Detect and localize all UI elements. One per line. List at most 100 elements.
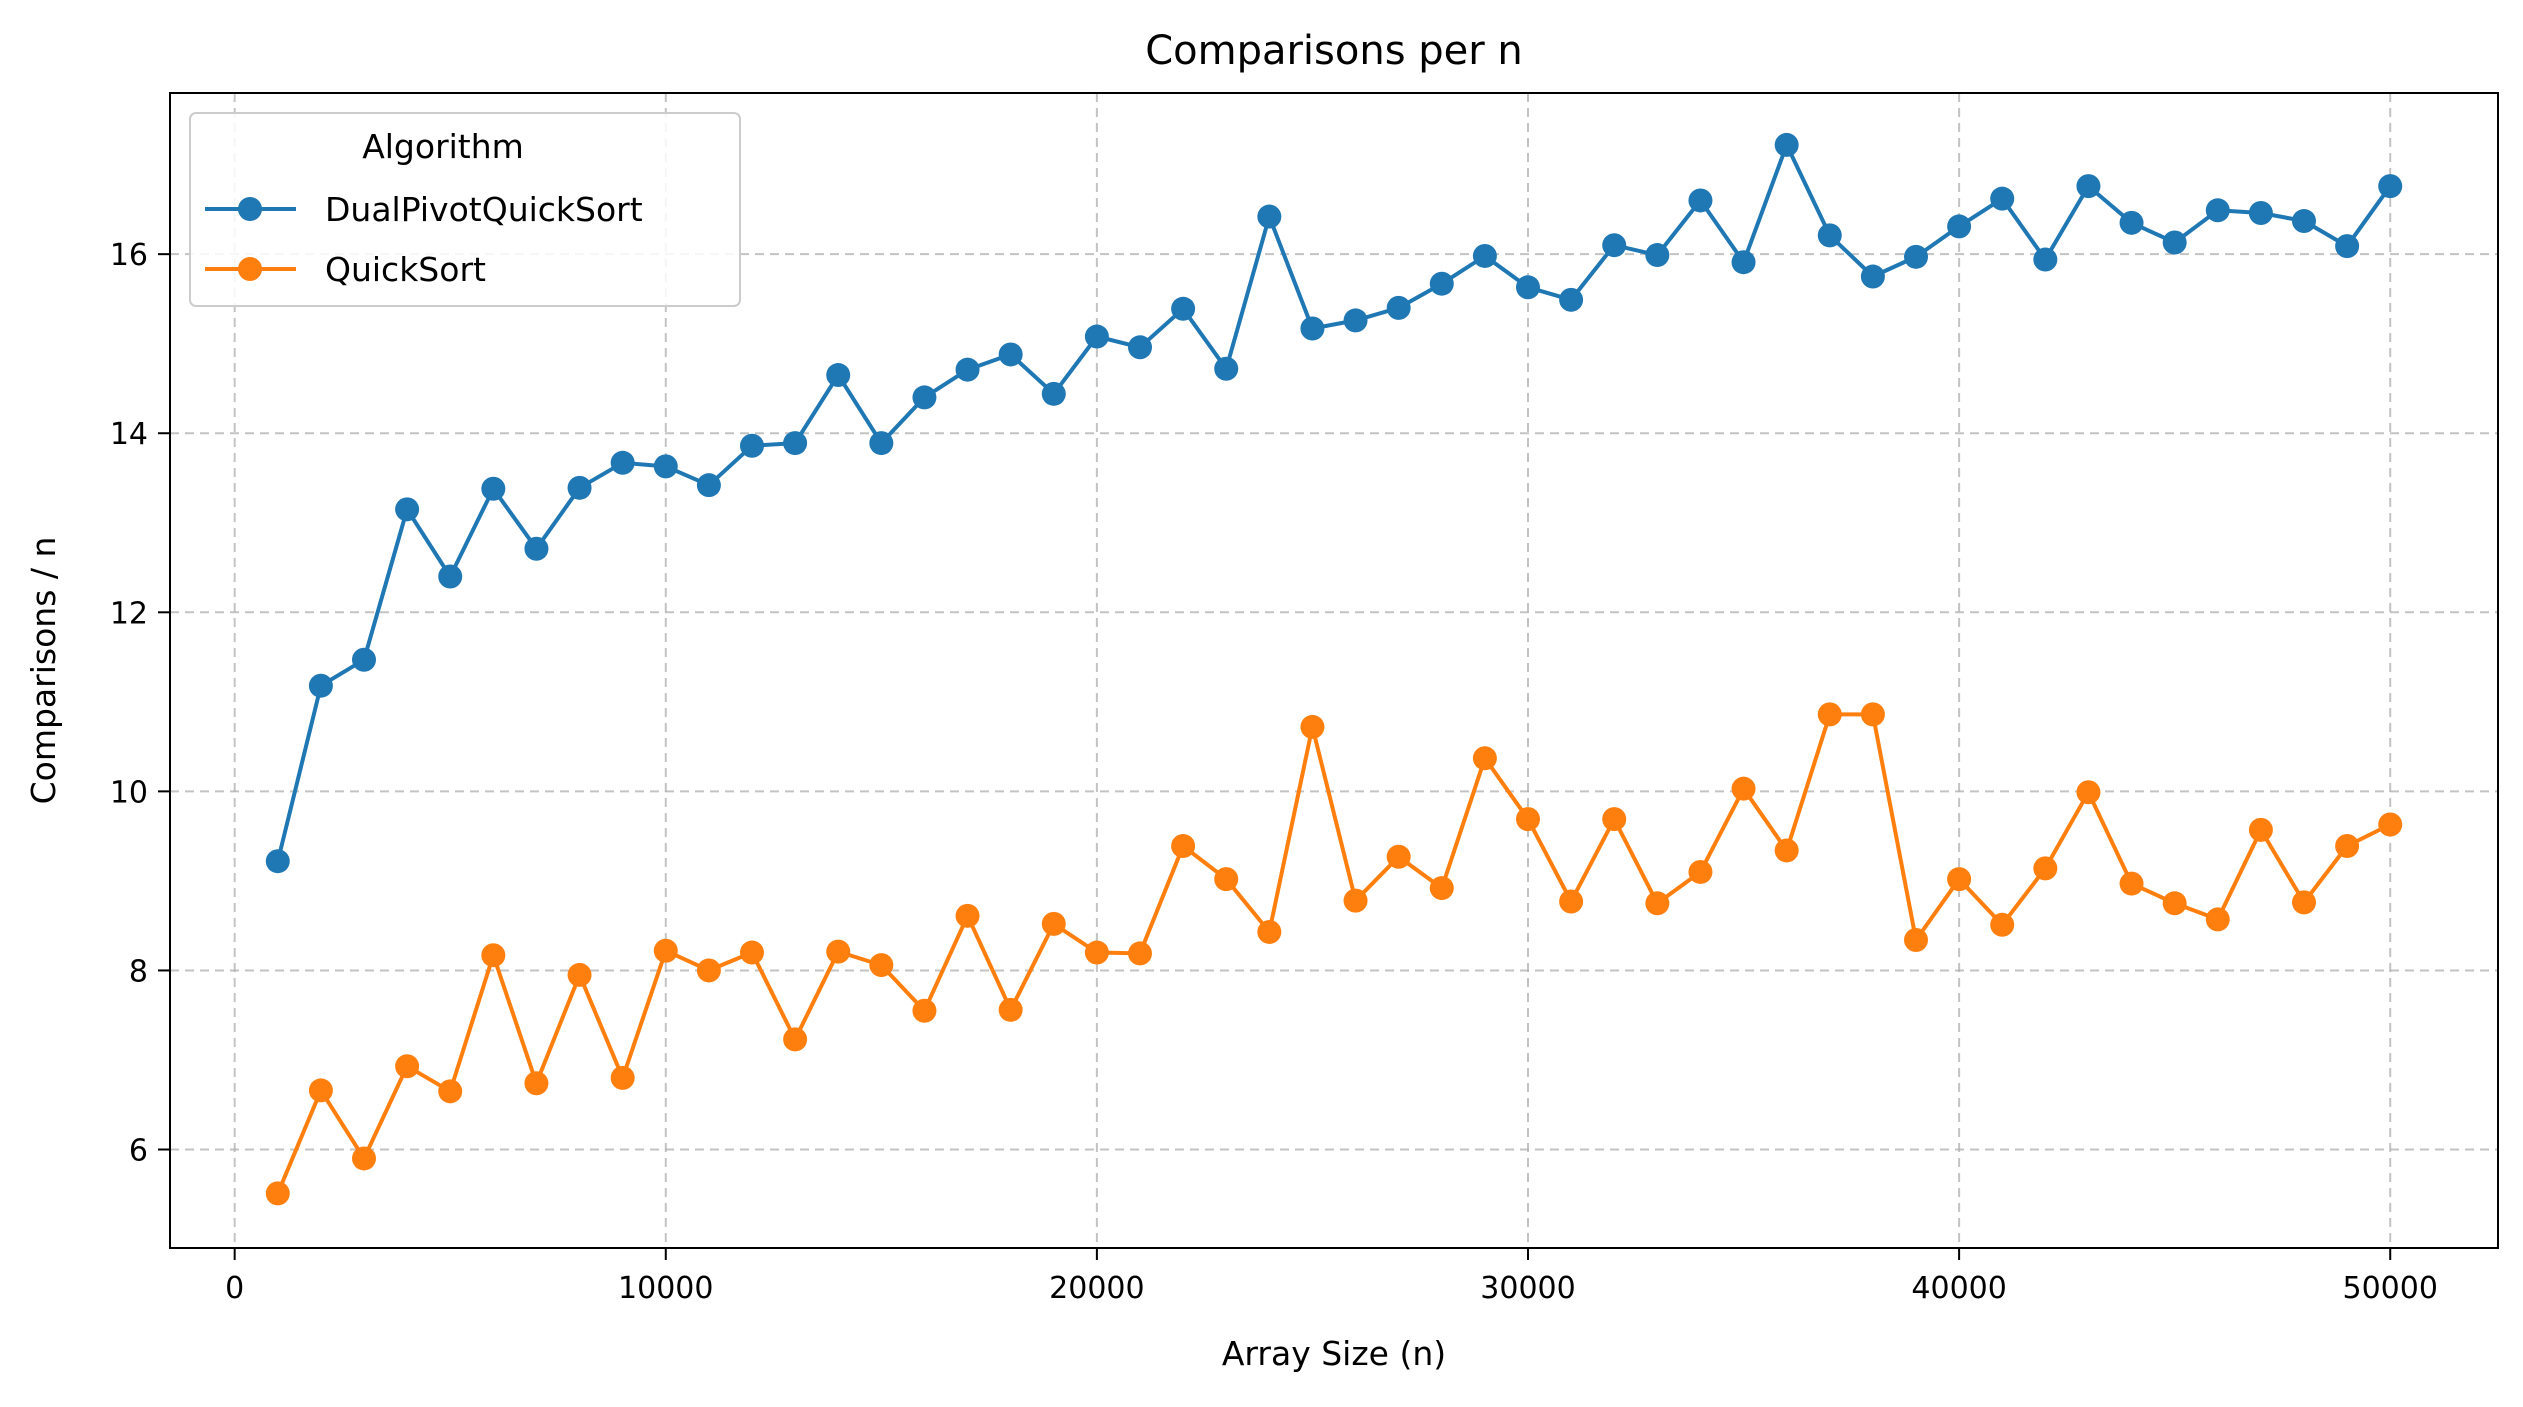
data-point-quicksort [783, 1027, 808, 1052]
data-point-quicksort [1645, 891, 1670, 916]
chart-title: Comparisons per n [1145, 28, 1523, 74]
x-tick-label: 50000 [2343, 1271, 2438, 1306]
data-point-quicksort [567, 962, 592, 987]
data-point-quicksort [1947, 867, 1972, 892]
data-point-dualpivotquicksort [1817, 223, 1842, 248]
data-point-dualpivotquicksort [438, 564, 463, 589]
data-point-dualpivotquicksort [783, 431, 808, 456]
data-point-dualpivotquicksort [2292, 209, 2316, 234]
axis-ticks: 0 10000 20000 30000 40000 50000 6 8 10 12 14 16 [110, 238, 2438, 1306]
data-point-quicksort [1731, 776, 1756, 801]
data-point-dualpivotquicksort [1904, 244, 1928, 269]
data-point-quicksort [1817, 702, 1842, 727]
data-point-quicksort [1300, 714, 1325, 739]
data-point-dualpivotquicksort [1386, 295, 1411, 320]
legend-title: Algorithm [362, 127, 524, 166]
data-point-dualpivotquicksort [1257, 204, 1282, 229]
data-point-dualpivotquicksort [1731, 250, 1756, 275]
data-point-quicksort [1904, 928, 1928, 952]
data-point-dualpivotquicksort [1990, 186, 2015, 211]
data-point-quicksort [2033, 856, 2058, 881]
data-point-quicksort [1041, 911, 1066, 936]
data-point-quicksort [2119, 871, 2144, 896]
legend-box [189, 112, 741, 307]
data-point-quicksort [653, 938, 678, 963]
data-point-quicksort [2292, 890, 2316, 915]
data-point-dualpivotquicksort [265, 849, 290, 874]
data-point-quicksort [1602, 807, 1627, 832]
data-point-quicksort [1214, 867, 1239, 892]
data-point-dualpivotquicksort [2162, 230, 2187, 255]
data-point-quicksort [1516, 807, 1540, 832]
data-point-dualpivotquicksort [610, 450, 635, 475]
data-point-quicksort [481, 943, 506, 968]
y-tick-label: 14 [110, 417, 148, 452]
data-point-quicksort [395, 1054, 420, 1079]
data-point-dualpivotquicksort [2378, 174, 2403, 199]
data-point-dualpivotquicksort [567, 475, 592, 500]
data-point-dualpivotquicksort [1343, 308, 1368, 333]
data-point-dualpivotquicksort [869, 431, 894, 456]
data-point-dualpivotquicksort [1472, 243, 1497, 268]
data-point-dualpivotquicksort [1947, 214, 1972, 239]
data-point-dualpivotquicksort [1860, 264, 1885, 289]
data-point-dualpivotquicksort [2205, 198, 2230, 223]
data-point-dualpivotquicksort [2248, 200, 2273, 225]
data-point-quicksort [1688, 859, 1713, 884]
y-axis-label: Comparisons / n [24, 537, 63, 805]
data-point-dualpivotquicksort [352, 647, 376, 672]
data-point-quicksort [955, 903, 980, 928]
data-point-quicksort [2162, 891, 2187, 916]
data-point-quicksort [1429, 876, 1454, 901]
data-point-quicksort [1559, 889, 1584, 914]
data-point-dualpivotquicksort [740, 433, 764, 458]
series-line-quicksort [275, 712, 2392, 1195]
data-point-dualpivotquicksort [2119, 210, 2144, 235]
data-point-quicksort [524, 1071, 549, 1096]
x-tick-label: 20000 [1049, 1271, 1144, 1306]
y-tick-label: 12 [110, 596, 148, 631]
data-point-dualpivotquicksort [2076, 174, 2101, 199]
data-point-quicksort [1472, 746, 1497, 771]
data-point-dualpivotquicksort [1688, 188, 1713, 213]
legend-marker-dualpivotquicksort [238, 197, 262, 221]
legend-marker-quicksort [238, 257, 262, 281]
data-point-quicksort [998, 997, 1023, 1022]
data-point-quicksort [2248, 817, 2273, 842]
legend-label-dualpivotquicksort: DualPivotQuickSort [325, 190, 643, 229]
series-layer [265, 132, 2403, 1206]
data-point-dualpivotquicksort [1171, 296, 1196, 321]
data-point-dualpivotquicksort [395, 497, 420, 522]
data-point-dualpivotquicksort [1602, 233, 1627, 258]
data-point-quicksort [1128, 941, 1152, 966]
data-point-dualpivotquicksort [1128, 335, 1152, 360]
data-point-dualpivotquicksort [998, 342, 1023, 367]
data-point-dualpivotquicksort [1516, 275, 1540, 300]
data-point-quicksort [696, 958, 721, 983]
data-point-dualpivotquicksort [1559, 287, 1584, 312]
data-point-dualpivotquicksort [308, 673, 333, 698]
data-point-quicksort [2205, 907, 2230, 932]
legend: Algorithm DualPivotQuickSort QuickSort [189, 112, 741, 307]
data-point-quicksort [740, 940, 764, 965]
data-point-quicksort [826, 939, 851, 964]
data-point-quicksort [2335, 833, 2360, 858]
x-tick-label: 40000 [1911, 1271, 2006, 1306]
y-tick-label: 16 [110, 238, 148, 273]
data-point-dualpivotquicksort [826, 363, 851, 388]
data-point-quicksort [1084, 940, 1109, 965]
x-tick-label: 30000 [1480, 1271, 1575, 1306]
data-point-dualpivotquicksort [2033, 247, 2058, 272]
data-point-quicksort [610, 1065, 635, 1090]
data-point-dualpivotquicksort [1774, 132, 1799, 157]
legend-label-quicksort: QuickSort [325, 250, 486, 289]
data-point-quicksort [1343, 888, 1368, 913]
data-point-quicksort [1386, 844, 1411, 869]
data-point-dualpivotquicksort [1214, 356, 1239, 381]
x-tick-label: 10000 [618, 1271, 713, 1306]
y-tick-label: 10 [110, 775, 148, 810]
data-point-quicksort [352, 1146, 376, 1171]
data-point-quicksort [438, 1079, 463, 1104]
